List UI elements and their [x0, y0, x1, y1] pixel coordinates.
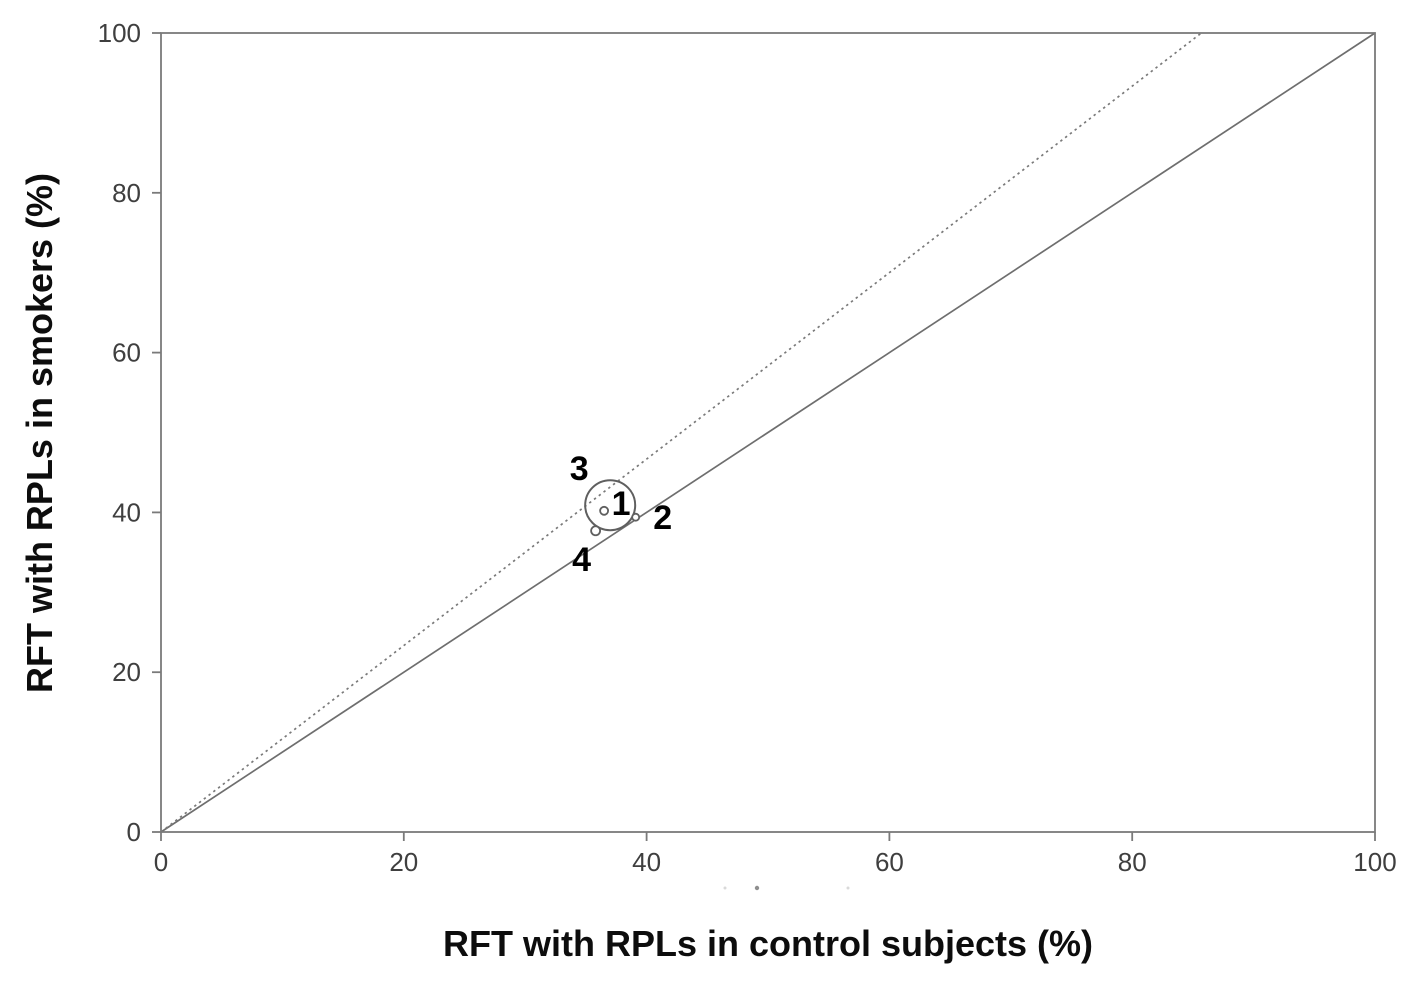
stray-marks-layer [723, 885, 850, 891]
reference-lines-layer [160, 32, 1376, 833]
stray-mark [723, 886, 727, 890]
x-axis-tick-label: 100 [1353, 847, 1396, 877]
x-axis-tick-label: 20 [389, 847, 418, 877]
ticks-layer: 0 20 40 60 80 100 0 20 40 60 80 100 [98, 18, 1397, 877]
point-label-1: 1 [612, 485, 631, 523]
y-axis-tick-label: 40 [112, 497, 141, 527]
stray-mark [754, 885, 760, 891]
data-point-3 [584, 479, 637, 532]
y-axis-tick-label: 100 [98, 18, 141, 48]
point-label-4: 4 [572, 541, 591, 579]
x-axis-tick-label: 0 [154, 847, 168, 877]
data-points-layer: 3 41 2 [570, 450, 672, 579]
point-label-3: 3 [570, 450, 589, 488]
x-axis-tick-label: 60 [875, 847, 904, 877]
data-point-1 [599, 505, 610, 516]
y-axis-tick-label: 20 [112, 657, 141, 687]
x-axis-tick-label: 80 [1118, 847, 1147, 877]
data-point-2 [631, 512, 641, 522]
axes-frame-layer [160, 32, 1376, 833]
stray-mark [846, 886, 850, 890]
y-axis-tick-label: 0 [127, 817, 141, 847]
dotted-trend-line [160, 32, 1202, 833]
y-axis-tick-label: 80 [112, 178, 141, 208]
data-point-4 [590, 525, 602, 537]
x-axis-tick-label: 40 [632, 847, 661, 877]
x-axis-title: RFT with RPLs in control subjects (%) [443, 923, 1093, 964]
y-axis-title: RFT with RPLs in smokers (%) [19, 173, 60, 693]
equality-line [160, 32, 1376, 833]
point-label-2: 2 [653, 499, 672, 537]
plot-area-border [160, 32, 1376, 833]
y-axis-tick-label: 60 [112, 338, 141, 368]
